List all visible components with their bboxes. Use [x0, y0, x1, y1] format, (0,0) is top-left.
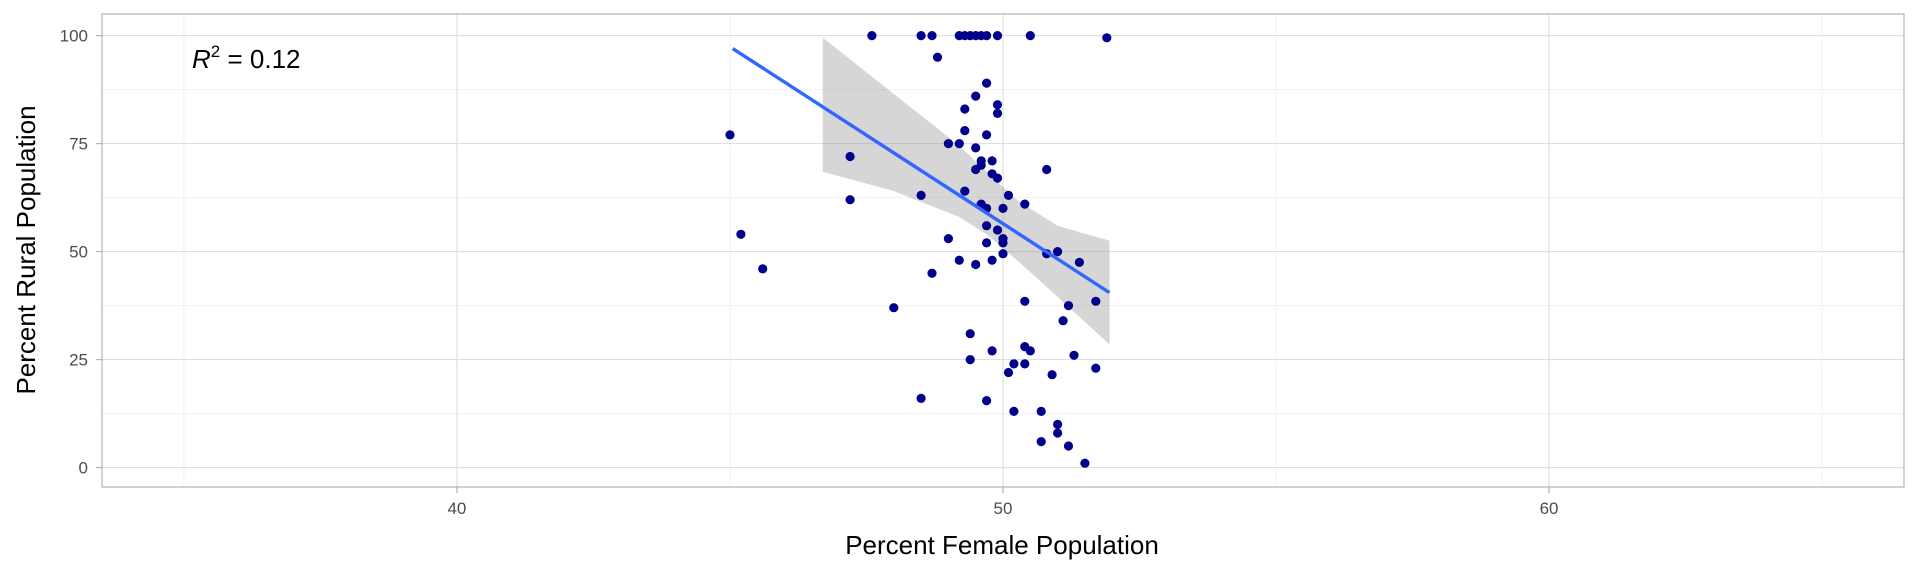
data-point [1053, 428, 1063, 438]
data-point [1069, 350, 1079, 360]
data-point [845, 195, 855, 205]
r-squared-annotation: R2 = 0.12 [192, 42, 300, 74]
x-tick-label: 60 [1540, 499, 1559, 518]
data-point [1020, 359, 1030, 369]
r-symbol: R [192, 44, 211, 74]
data-point [1036, 437, 1046, 447]
data-point [998, 238, 1008, 248]
data-point [916, 190, 926, 200]
x-tick-label: 50 [994, 499, 1013, 518]
data-point [1025, 30, 1035, 41]
data-point [1020, 199, 1030, 209]
data-point [971, 91, 981, 101]
data-point [1003, 367, 1014, 378]
data-point [1102, 33, 1112, 43]
data-point [1074, 257, 1084, 267]
y-tick-label: 0 [79, 459, 88, 478]
data-point [992, 108, 1003, 118]
data-point [1020, 296, 1030, 306]
data-point [1063, 441, 1074, 451]
data-point [987, 156, 997, 166]
data-point [943, 234, 954, 244]
data-point [954, 255, 964, 265]
data-point [998, 249, 1008, 259]
data-point [992, 30, 1003, 41]
x-tick-label: 40 [447, 499, 466, 518]
y-axis-title: Percent Rural Population [11, 105, 41, 394]
data-point [932, 52, 943, 62]
data-point [845, 151, 855, 162]
data-point [1003, 190, 1014, 200]
x-axis-title: Percent Female Population [845, 530, 1159, 560]
data-point [982, 238, 992, 248]
r-value-text: = 0.12 [220, 44, 300, 74]
y-axis-tick-labels: 0 25 50 75 100 [60, 27, 88, 478]
r-exponent: 2 [211, 42, 220, 61]
data-point [965, 355, 975, 365]
regression-line [731, 47, 1111, 295]
data-point [889, 303, 899, 313]
data-point [982, 396, 992, 406]
data-point [954, 139, 964, 149]
data-point [867, 30, 877, 41]
data-point [982, 221, 992, 231]
data-point [971, 259, 981, 270]
data-point [992, 173, 1003, 183]
data-point [971, 143, 981, 153]
data-point [943, 139, 954, 149]
data-point [1091, 296, 1101, 306]
data-point [982, 30, 992, 41]
data-point [987, 255, 997, 265]
data-point [1036, 406, 1046, 416]
data-point [992, 100, 1003, 110]
data-point [1053, 247, 1063, 257]
data-point [1058, 316, 1068, 326]
data-point [1042, 164, 1052, 175]
y-tick-label: 25 [69, 351, 88, 370]
data-point [987, 346, 997, 356]
data-points [725, 30, 1112, 468]
x-axis-tick-labels: 40 50 60 [447, 499, 1558, 518]
data-point [960, 186, 970, 196]
data-point [982, 130, 992, 140]
data-point [1025, 346, 1035, 356]
data-point [1091, 363, 1101, 373]
y-tick-label: 50 [69, 243, 88, 262]
data-point [1009, 406, 1019, 416]
data-point [971, 164, 981, 175]
data-point [965, 329, 975, 339]
data-point [960, 126, 970, 136]
data-point [982, 78, 992, 88]
y-tick-label: 75 [69, 135, 88, 154]
data-point [927, 30, 937, 41]
y-tick-label: 100 [60, 27, 88, 46]
data-point [1047, 370, 1057, 380]
data-point [1063, 301, 1074, 311]
data-point [758, 264, 768, 274]
data-point [927, 268, 937, 278]
data-point [998, 203, 1008, 213]
data-point [960, 104, 970, 114]
data-point [916, 393, 926, 403]
data-point [725, 130, 735, 140]
data-point [736, 229, 746, 239]
data-point [1080, 458, 1090, 468]
data-point [916, 30, 926, 41]
data-point [992, 225, 1003, 235]
data-point [1053, 419, 1063, 429]
axis-ticks [96, 34, 1550, 493]
data-point [1009, 359, 1019, 369]
